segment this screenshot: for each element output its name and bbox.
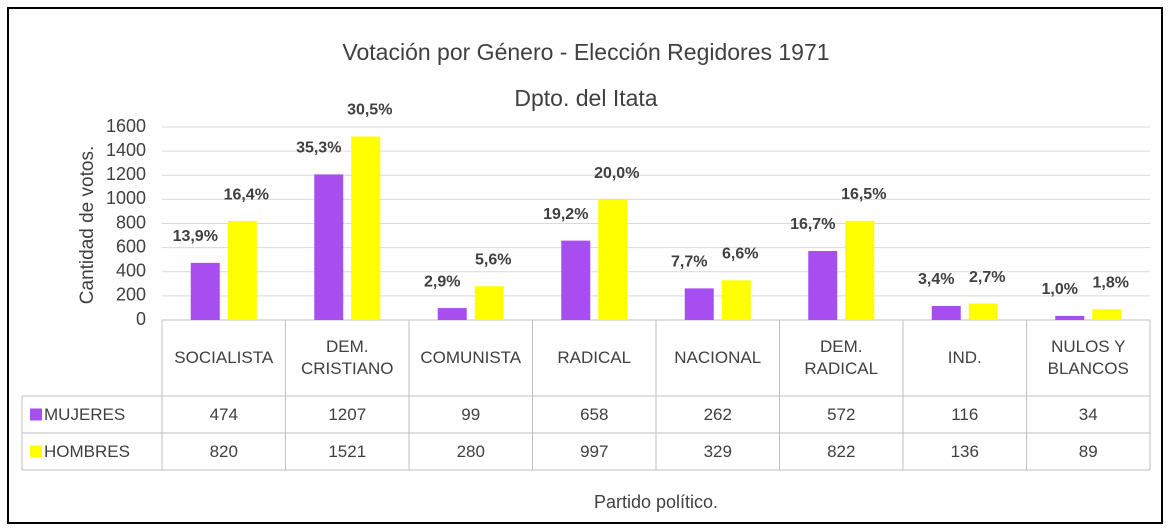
data-label: 16,7% [790,216,835,233]
y-tick-label: 0 [136,309,146,329]
bar [227,221,257,320]
y-tick-label: 200 [116,285,146,305]
data-label: 30,5% [347,102,392,119]
table-value: 1521 [328,441,367,461]
data-label: 16,4% [224,186,269,203]
bar [598,199,628,320]
y-tick-label: 600 [116,236,146,256]
x-tick-label: DEM. CRISTIANO [300,337,394,378]
table-value: 34 [1078,404,1098,424]
table-value: 658 [580,404,609,424]
x-tick-label: RADICAL [557,348,632,367]
data-label: 1,8% [1093,274,1129,291]
y-tick-label: 1200 [106,164,146,184]
data-label: 3,4% [918,271,954,288]
x-tick-label: NACIONAL [674,348,762,367]
data-label: 6,6% [722,246,758,263]
table-value: 572 [827,404,856,424]
table-value: 997 [580,441,609,461]
chart-subtitle: Dpto. del Itata [514,85,657,111]
table-value: 822 [827,441,856,461]
chart-title: Votación por Género - Elección Regidores… [342,39,829,65]
table-value: 329 [703,441,732,461]
x-axis-title: Partido político. [594,492,718,512]
data-label: 16,5% [841,186,886,203]
data-label: 1,0% [1042,281,1078,298]
legend-label: HOMBRES [44,441,130,461]
bar [931,306,961,320]
data-label: 20,0% [594,165,639,182]
data-label: 5,6% [475,251,511,268]
data-label: 2,9% [424,273,460,290]
y-axis-title: Cantidad de votos. [77,146,98,304]
bar [351,136,381,320]
x-tick-label: NULOS Y BLANCOS [1047,337,1129,378]
table-value: 262 [703,404,732,424]
bar [474,286,504,320]
y-tick-label: 400 [116,261,146,281]
table-value: 820 [209,441,238,461]
bar [968,303,998,320]
bar [314,174,344,320]
data-label: 13,9% [173,228,218,245]
legend-label: MUJERES [44,404,126,424]
bar [437,308,467,320]
x-tick-label: DEM. RADICAL [804,337,879,378]
bar [845,220,875,320]
data-label: 2,7% [969,269,1005,286]
y-tick-label: 800 [116,212,146,232]
bar [561,240,591,320]
bar [190,262,220,320]
table-value: 116 [951,404,979,424]
table-value: 136 [950,441,979,461]
bar [721,280,751,320]
bar [808,251,838,320]
bar [684,288,714,320]
legend-swatch [30,408,42,421]
y-tick-label: 1000 [106,188,146,208]
x-tick-label: IND. [947,348,982,367]
x-tick-label: COMUNISTA [420,348,522,367]
bar [1092,309,1122,320]
table-value: 280 [456,441,485,461]
data-label: 35,3% [296,140,341,157]
x-tick-label: SOCIALISTA [174,348,274,367]
data-label: 7,7% [671,254,707,271]
y-tick-label: 1400 [106,140,146,160]
bar [1055,315,1085,320]
table-value: 99 [461,404,481,424]
table-value: 474 [209,404,238,424]
table-value: 89 [1078,441,1098,461]
legend-swatch [30,445,42,458]
data-label: 19,2% [543,206,588,223]
table-value: 1207 [328,404,367,424]
y-tick-label: 1600 [106,116,146,136]
